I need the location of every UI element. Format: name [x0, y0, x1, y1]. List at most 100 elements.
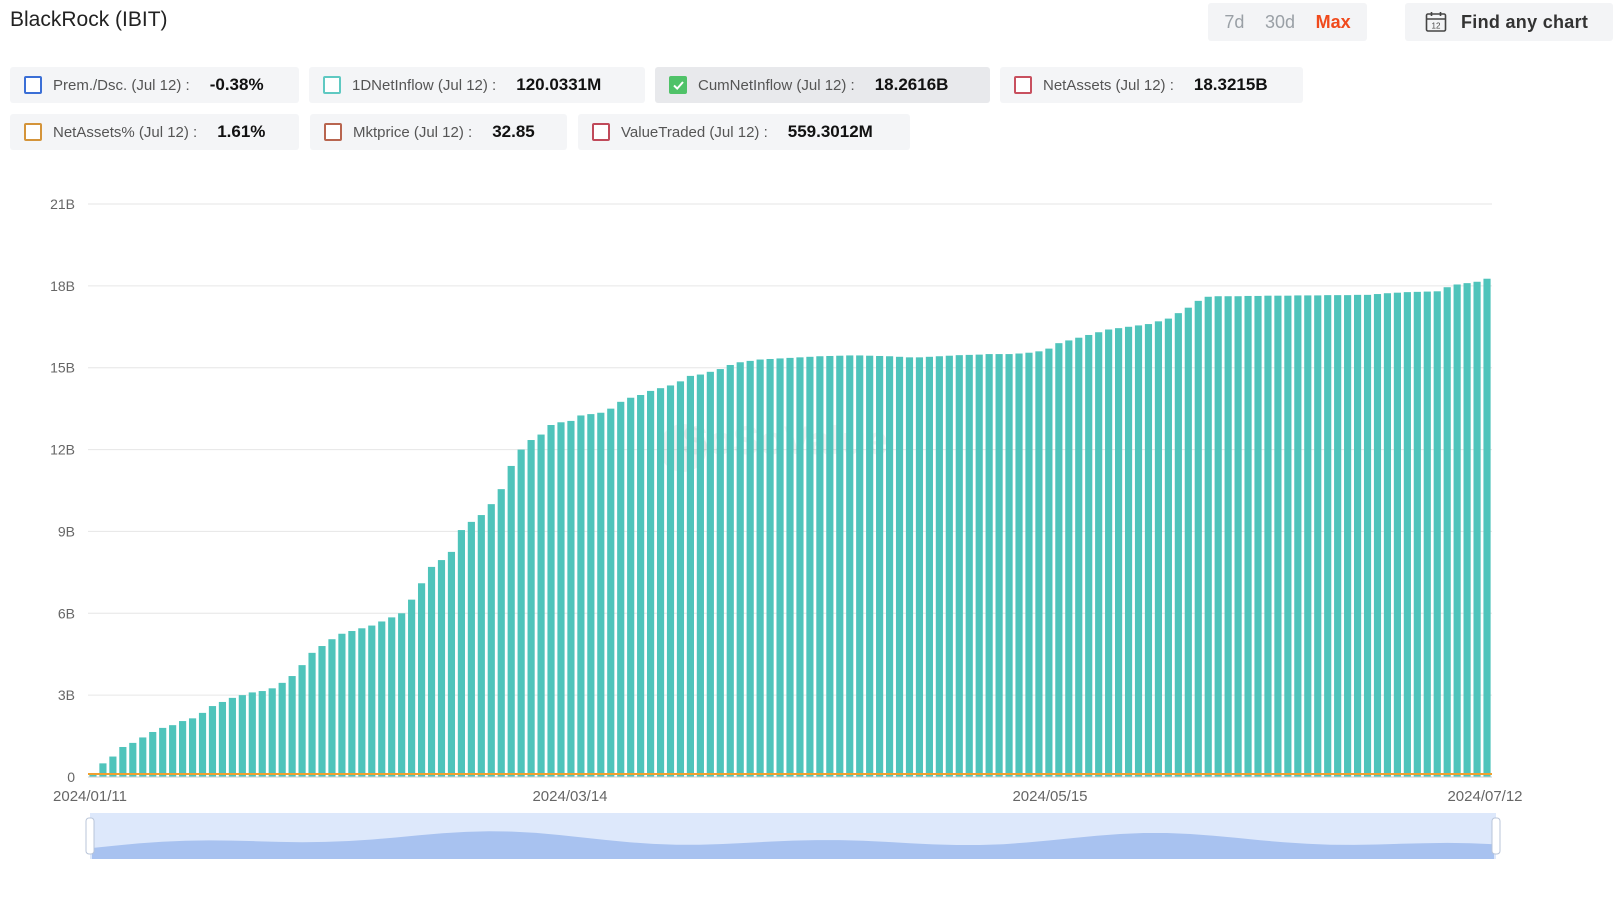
legend-checkbox[interactable]	[592, 123, 610, 141]
navigator-left-handle[interactable]	[85, 817, 95, 855]
bar	[378, 621, 386, 777]
bar	[318, 646, 326, 777]
bar	[198, 712, 207, 777]
y-tick-label: 12B	[50, 442, 75, 458]
bar	[1413, 291, 1421, 777]
bar	[1025, 352, 1033, 777]
bar	[1473, 281, 1481, 777]
legend-item-netassets[interactable]: NetAssets (Jul 12) : 18.3215B	[1000, 67, 1303, 103]
bar	[587, 414, 595, 777]
bar	[238, 695, 246, 777]
bar	[218, 701, 227, 777]
bar	[109, 756, 117, 777]
legend-label: NetAssets% (Jul 12) :	[53, 123, 198, 141]
bar	[746, 360, 754, 777]
legend-label: CumNetInflow (Jul 12) :	[698, 76, 855, 94]
bar	[348, 631, 356, 777]
bar	[1234, 296, 1242, 777]
bar	[507, 465, 515, 777]
bar	[388, 617, 396, 777]
bar	[427, 566, 436, 777]
legend-checkbox[interactable]	[669, 76, 687, 94]
legend-checkbox[interactable]	[24, 76, 42, 94]
bar	[637, 395, 645, 777]
bar	[885, 356, 894, 777]
range-30d-button[interactable]: 30d	[1264, 11, 1296, 32]
legend-value: -0.38%	[209, 75, 264, 94]
check-icon	[672, 80, 684, 90]
legend-item-netassets-pct[interactable]: NetAssets% (Jul 12) : 1.61%	[10, 114, 299, 150]
navigator-right-handle[interactable]	[1491, 817, 1501, 855]
bar	[1055, 343, 1063, 777]
bar	[1294, 295, 1302, 777]
bar	[915, 357, 924, 777]
page-title: BlackRock (IBIT)	[10, 8, 168, 31]
bar	[955, 355, 963, 777]
bar	[1005, 354, 1013, 777]
x-tick-label: 2024/05/15	[1012, 788, 1087, 805]
bar	[258, 691, 266, 777]
legend-checkbox[interactable]	[323, 76, 341, 94]
bar	[1483, 278, 1491, 777]
legend-item-cumnetinflow[interactable]: CumNetInflow (Jul 12) : 18.2616B	[655, 67, 990, 103]
bar	[1363, 294, 1372, 777]
bar	[617, 401, 625, 777]
y-tick-label: 18B	[50, 278, 75, 294]
watermark: SoSoValue	[682, 419, 889, 463]
bar	[268, 688, 276, 777]
legend-label: 1DNetInflow (Jul 12) :	[352, 76, 497, 94]
bar	[1244, 295, 1252, 777]
legend-item-1dnetinflow[interactable]: 1DNetInflow (Jul 12) : 120.0331M	[309, 67, 645, 103]
bar	[169, 725, 177, 777]
navigator-series-area	[92, 831, 1494, 859]
bar	[627, 397, 635, 777]
x-tick-label: 2024/03/14	[532, 788, 607, 805]
bar	[666, 385, 675, 777]
bar	[975, 354, 983, 777]
legend-value: 120.0331M	[516, 75, 602, 94]
bar	[965, 354, 973, 777]
bar	[208, 706, 217, 777]
bar	[1264, 295, 1272, 777]
legend-label: Prem./Dsc. (Jul 12) :	[53, 76, 190, 94]
y-tick-label: 0	[67, 769, 75, 785]
bar	[179, 721, 187, 777]
legend-item-prem-dsc[interactable]: Prem./Dsc. (Jul 12) : -0.38%	[10, 67, 299, 103]
bar	[278, 682, 286, 777]
bar	[577, 415, 585, 777]
bar	[726, 364, 734, 777]
legend-item-valuetraded[interactable]: ValueTraded (Jul 12) : 559.3012M	[578, 114, 910, 150]
bar	[537, 434, 545, 777]
bar	[119, 746, 127, 777]
bar	[328, 639, 336, 777]
legend-value: 559.3012M	[787, 122, 873, 141]
bar	[129, 742, 137, 777]
bar	[1015, 353, 1023, 777]
bar	[368, 625, 376, 777]
range-max-button[interactable]: Max	[1315, 11, 1351, 32]
bar	[1224, 296, 1232, 777]
bar	[1453, 284, 1461, 777]
legend-value: 18.2616B	[874, 75, 949, 94]
bar	[89, 774, 97, 777]
range-7d-button[interactable]: 7d	[1224, 11, 1245, 32]
bar	[1393, 292, 1401, 777]
legend-value: 18.3215B	[1193, 75, 1268, 94]
x-tick-label: 2024/07/12	[1447, 788, 1522, 805]
bar	[248, 692, 256, 777]
legend-checkbox[interactable]	[324, 123, 342, 141]
legend-item-mktprice[interactable]: Mktprice (Jul 12) : 32.85	[310, 114, 567, 150]
bar	[676, 381, 685, 777]
bar	[338, 633, 346, 777]
bar	[1344, 295, 1352, 777]
legend-checkbox[interactable]	[1014, 76, 1032, 94]
bar	[1035, 351, 1043, 777]
legend-checkbox[interactable]	[24, 123, 42, 141]
bar	[686, 375, 695, 777]
bar	[1334, 295, 1342, 777]
bar	[786, 357, 794, 777]
bar	[1204, 296, 1212, 777]
bar	[696, 374, 704, 777]
find-any-chart-button[interactable]: 12 Find any chart	[1405, 3, 1613, 41]
bar	[159, 727, 167, 777]
